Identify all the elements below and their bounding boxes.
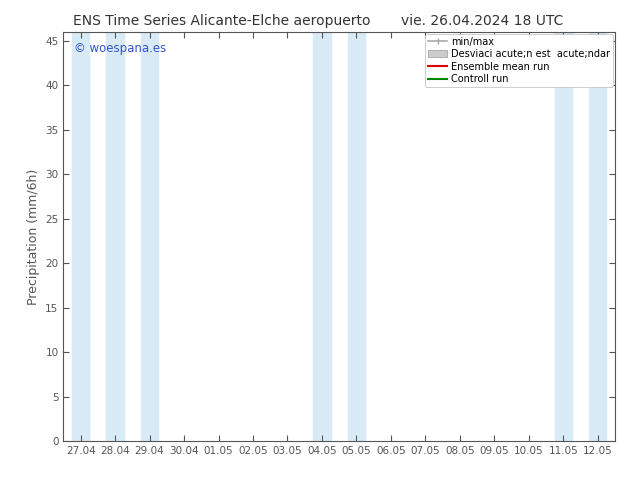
Bar	[348, 32, 365, 441]
Bar	[72, 32, 89, 441]
Bar	[555, 32, 572, 441]
Bar	[141, 32, 158, 441]
Text: vie. 26.04.2024 18 UTC: vie. 26.04.2024 18 UTC	[401, 14, 563, 28]
Bar	[107, 32, 124, 441]
Text: © woespana.es: © woespana.es	[74, 42, 167, 55]
Legend: min/max, Desviaci acute;n est  acute;ndar, Ensemble mean run, Controll run: min/max, Desviaci acute;n est acute;ndar…	[425, 34, 613, 87]
Text: ENS Time Series Alicante-Elche aeropuerto: ENS Time Series Alicante-Elche aeropuert…	[73, 14, 371, 28]
Bar	[589, 32, 606, 441]
Bar	[313, 32, 330, 441]
Y-axis label: Precipitation (mm/6h): Precipitation (mm/6h)	[27, 168, 40, 305]
